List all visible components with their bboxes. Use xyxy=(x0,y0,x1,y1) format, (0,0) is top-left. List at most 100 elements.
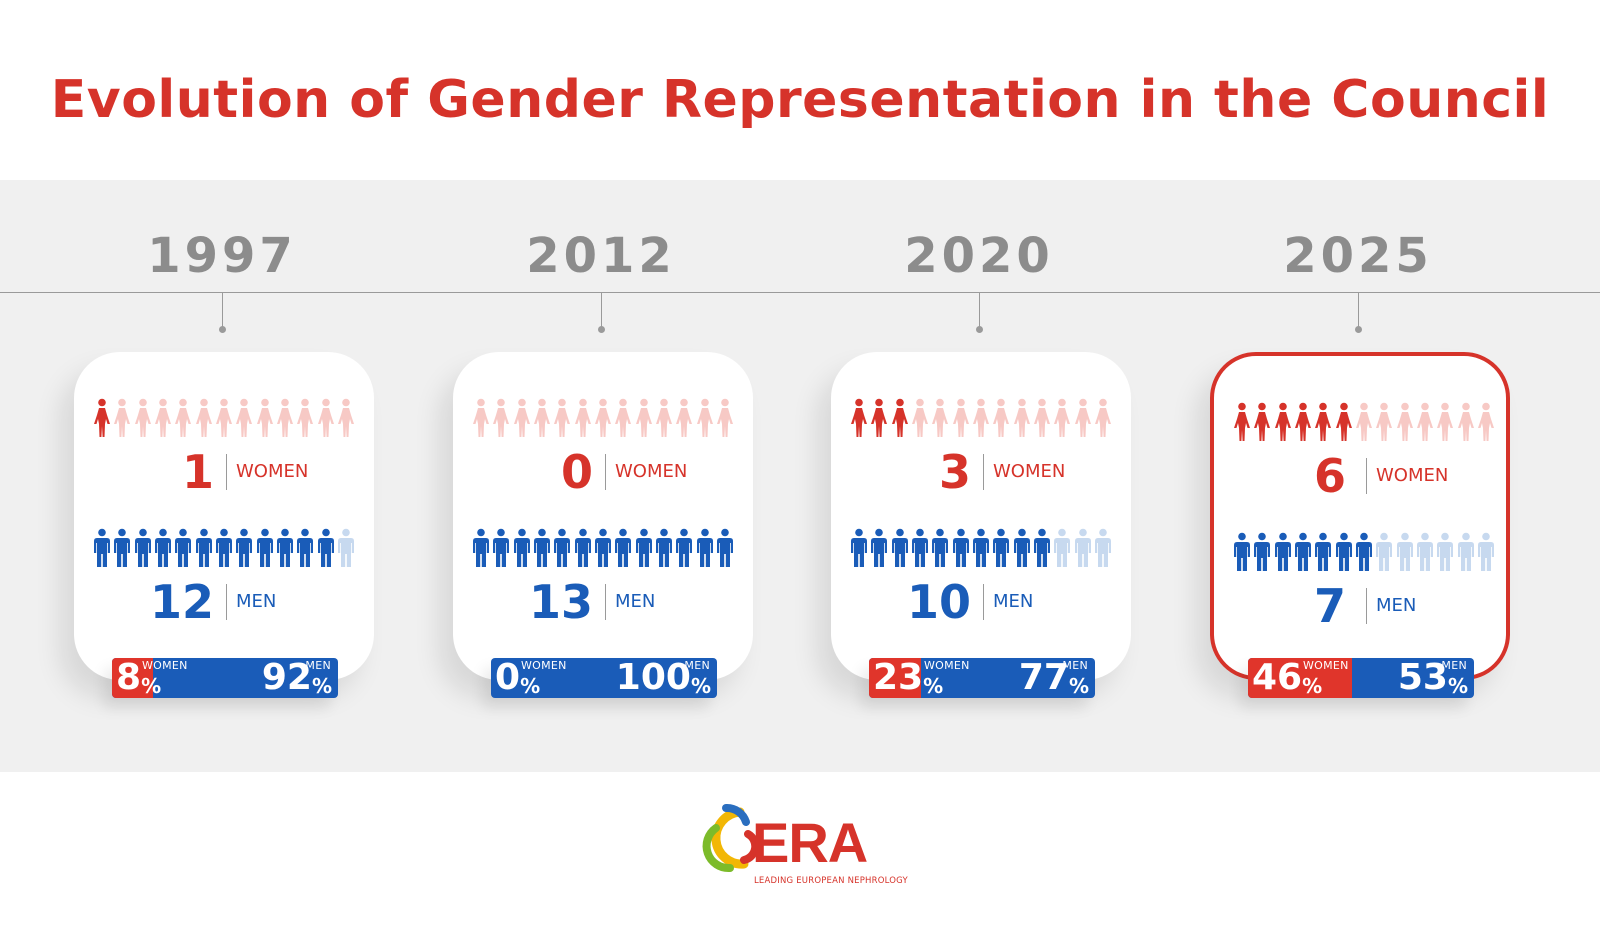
men-label: MEN xyxy=(993,591,1034,612)
men-percentage-value: 100 xyxy=(615,658,691,698)
count-divider xyxy=(226,454,227,490)
men-percentage: 53% MEN xyxy=(1398,658,1468,698)
logo-wordmark: ERA xyxy=(752,811,868,874)
percent-sign: % xyxy=(923,674,944,698)
woman-icon xyxy=(276,398,293,437)
women-count-row: 6 WOMEN xyxy=(1214,448,1506,504)
woman-icon xyxy=(574,398,591,437)
man-icon xyxy=(1416,532,1433,571)
woman-icon xyxy=(513,398,530,437)
woman-icon xyxy=(1094,398,1111,437)
woman-icon xyxy=(716,398,733,437)
man-icon xyxy=(993,528,1010,567)
women-percentage-value: 0 xyxy=(495,658,521,698)
woman-icon xyxy=(493,398,510,437)
man-icon xyxy=(696,528,713,567)
man-icon xyxy=(972,528,989,567)
man-icon xyxy=(1294,532,1311,571)
women-icon-row xyxy=(1234,402,1494,442)
year-card: 6 WOMEN 7 MEN xyxy=(1210,352,1510,680)
woman-icon xyxy=(676,398,693,437)
man-icon xyxy=(1315,532,1332,571)
woman-icon xyxy=(1335,402,1352,441)
era-logo: ERA LEADING EUROPEAN NEPHROLOGY xyxy=(700,794,908,890)
man-icon xyxy=(1396,532,1413,571)
woman-icon xyxy=(215,398,232,437)
man-icon xyxy=(134,528,151,567)
man-icon xyxy=(1274,532,1291,571)
woman-icon xyxy=(594,398,611,437)
women-count: 3 xyxy=(938,445,971,499)
timeline-marker xyxy=(976,292,983,333)
man-icon xyxy=(851,528,867,567)
woman-icon xyxy=(297,398,314,437)
men-count-row: 7 MEN xyxy=(1214,578,1506,634)
man-icon xyxy=(533,528,550,567)
woman-icon xyxy=(94,398,110,437)
woman-icon xyxy=(911,398,928,437)
man-icon xyxy=(891,528,908,567)
men-percentage-label: MEN xyxy=(305,659,331,672)
man-icon xyxy=(297,528,314,567)
percent-sign: % xyxy=(1447,674,1468,698)
men-percentage-value: 77 xyxy=(1018,658,1069,698)
timeline-marker xyxy=(219,292,226,333)
percentage-bar: 23% WOMEN 77% MEN xyxy=(869,658,1095,698)
man-icon xyxy=(1074,528,1091,567)
percent-sign: % xyxy=(141,674,162,698)
man-icon xyxy=(256,528,273,567)
man-icon xyxy=(236,528,253,567)
men-count: 13 xyxy=(528,575,593,629)
woman-icon xyxy=(1376,402,1393,441)
men-percentage: 100% MEN xyxy=(616,658,711,698)
woman-icon xyxy=(972,398,989,437)
women-count-row: 3 WOMEN xyxy=(831,444,1131,500)
men-count-row: 13 MEN xyxy=(453,574,753,630)
man-icon xyxy=(1355,532,1372,571)
man-icon xyxy=(594,528,611,567)
year-label: 1997 xyxy=(147,228,297,284)
women-percentage-label: WOMEN xyxy=(142,659,188,672)
woman-icon xyxy=(473,398,489,437)
percentage-bar: 8% WOMEN 92% MEN xyxy=(112,658,338,698)
man-icon xyxy=(1013,528,1030,567)
count-divider xyxy=(983,454,984,490)
woman-icon xyxy=(993,398,1010,437)
count-divider xyxy=(226,584,227,620)
timeline-line xyxy=(0,292,1600,293)
women-percentage-fill xyxy=(1248,658,1352,698)
man-icon xyxy=(1254,532,1271,571)
woman-icon xyxy=(851,398,867,437)
woman-icon xyxy=(554,398,571,437)
percent-sign: % xyxy=(311,674,332,698)
man-icon xyxy=(676,528,693,567)
men-percentage-label: MEN xyxy=(1441,659,1467,672)
women-percentage-label: WOMEN xyxy=(1303,659,1349,672)
man-icon xyxy=(554,528,571,567)
man-icon xyxy=(716,528,733,567)
timeline-marker xyxy=(1355,292,1362,333)
man-icon xyxy=(655,528,672,567)
man-icon xyxy=(175,528,192,567)
woman-icon xyxy=(1315,402,1332,441)
woman-icon xyxy=(1355,402,1372,441)
woman-icon xyxy=(1254,402,1271,441)
man-icon xyxy=(114,528,131,567)
woman-icon xyxy=(1013,398,1030,437)
men-percentage-value: 92 xyxy=(261,658,312,698)
women-count: 0 xyxy=(560,445,593,499)
women-percentage: 46% WOMEN xyxy=(1252,658,1348,698)
woman-icon xyxy=(932,398,949,437)
percent-sign: % xyxy=(520,674,541,698)
woman-icon xyxy=(533,398,550,437)
women-percentage: 8% WOMEN xyxy=(116,658,187,698)
men-icon-row xyxy=(851,528,1111,568)
woman-icon xyxy=(1074,398,1091,437)
woman-icon xyxy=(1294,402,1311,441)
man-icon xyxy=(94,528,110,567)
woman-icon xyxy=(1054,398,1071,437)
year-label: 2025 xyxy=(1283,228,1433,284)
man-icon xyxy=(1234,532,1250,571)
year-card: 0 WOMEN 13 MEN xyxy=(453,352,753,680)
man-icon xyxy=(513,528,530,567)
